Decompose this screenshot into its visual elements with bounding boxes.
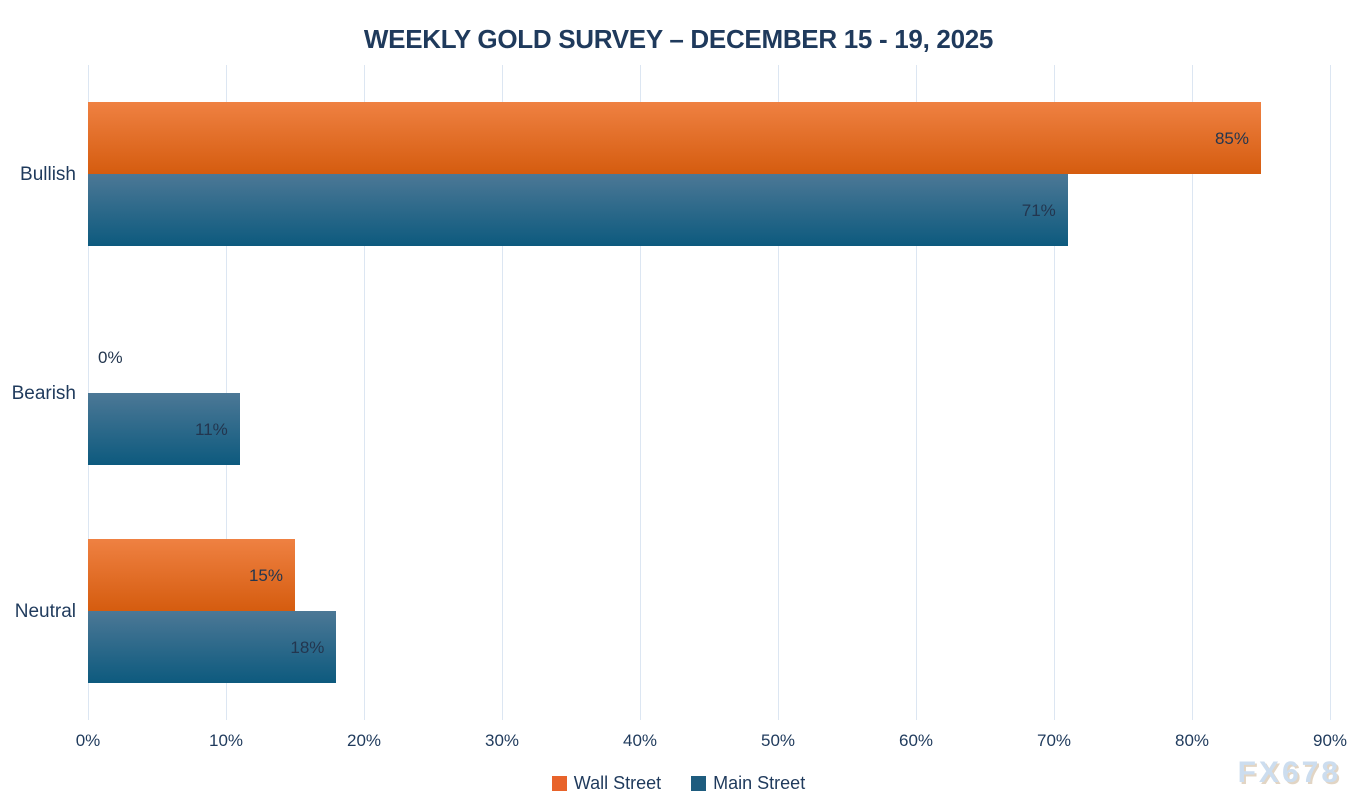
plot-area: 85% 71% 0% 11% 15% 18% (88, 65, 1331, 720)
watermark: FX678 (1237, 756, 1341, 789)
gridline (363, 65, 365, 720)
x-tick-label: 90% (1312, 731, 1348, 750)
gridline (778, 65, 779, 720)
gridline (1330, 65, 1331, 720)
legend-swatch-icon (551, 775, 567, 791)
legend-item-main-street: Main Street (691, 774, 805, 792)
bar-value-label: 0% (98, 347, 123, 367)
x-tick-label: 30% (484, 731, 520, 750)
bar-value-label: 15% (248, 565, 283, 585)
bar-main-street (88, 610, 337, 683)
gridline (916, 65, 917, 720)
bar-main-street (88, 174, 1068, 247)
x-tick-label: 80% (1174, 731, 1210, 750)
gridline (502, 65, 503, 720)
legend-label: Main Street (713, 773, 806, 793)
x-tick-label: 70% (1036, 731, 1072, 750)
bar-value-label: 11% (195, 419, 228, 439)
x-tick-label: 20% (346, 731, 382, 750)
gridline (1054, 65, 1055, 720)
legend-label: Wall Street (573, 773, 662, 793)
chart-title: WEEKLY GOLD SURVEY – DECEMBER 15 - 19, 2… (363, 24, 994, 54)
bar-main-street (88, 392, 240, 465)
bar-wall-street (88, 538, 295, 611)
bar-value-label: 18% (290, 637, 325, 657)
x-tick-label: 60% (898, 731, 934, 750)
bar-wall-street (88, 102, 1261, 175)
bar-value-label: 85% (1214, 129, 1249, 149)
x-tick-label: 40% (622, 731, 658, 750)
category-label-neutral: Neutral (14, 600, 76, 622)
x-tick-label: 50% (760, 731, 796, 750)
gridline (1191, 65, 1193, 720)
category-label-bullish: Bullish (20, 164, 76, 186)
gridline (639, 65, 641, 720)
bar-value-label: 71% (1021, 201, 1056, 221)
x-tick-label: 10% (208, 731, 244, 750)
legend: Wall Street Main Street (0, 774, 1357, 792)
category-label-bearish: Bearish (11, 382, 76, 404)
legend-item-wall-street: Wall Street (551, 773, 662, 793)
x-tick-label: 0% (75, 731, 101, 750)
legend-swatch-icon (691, 775, 707, 791)
